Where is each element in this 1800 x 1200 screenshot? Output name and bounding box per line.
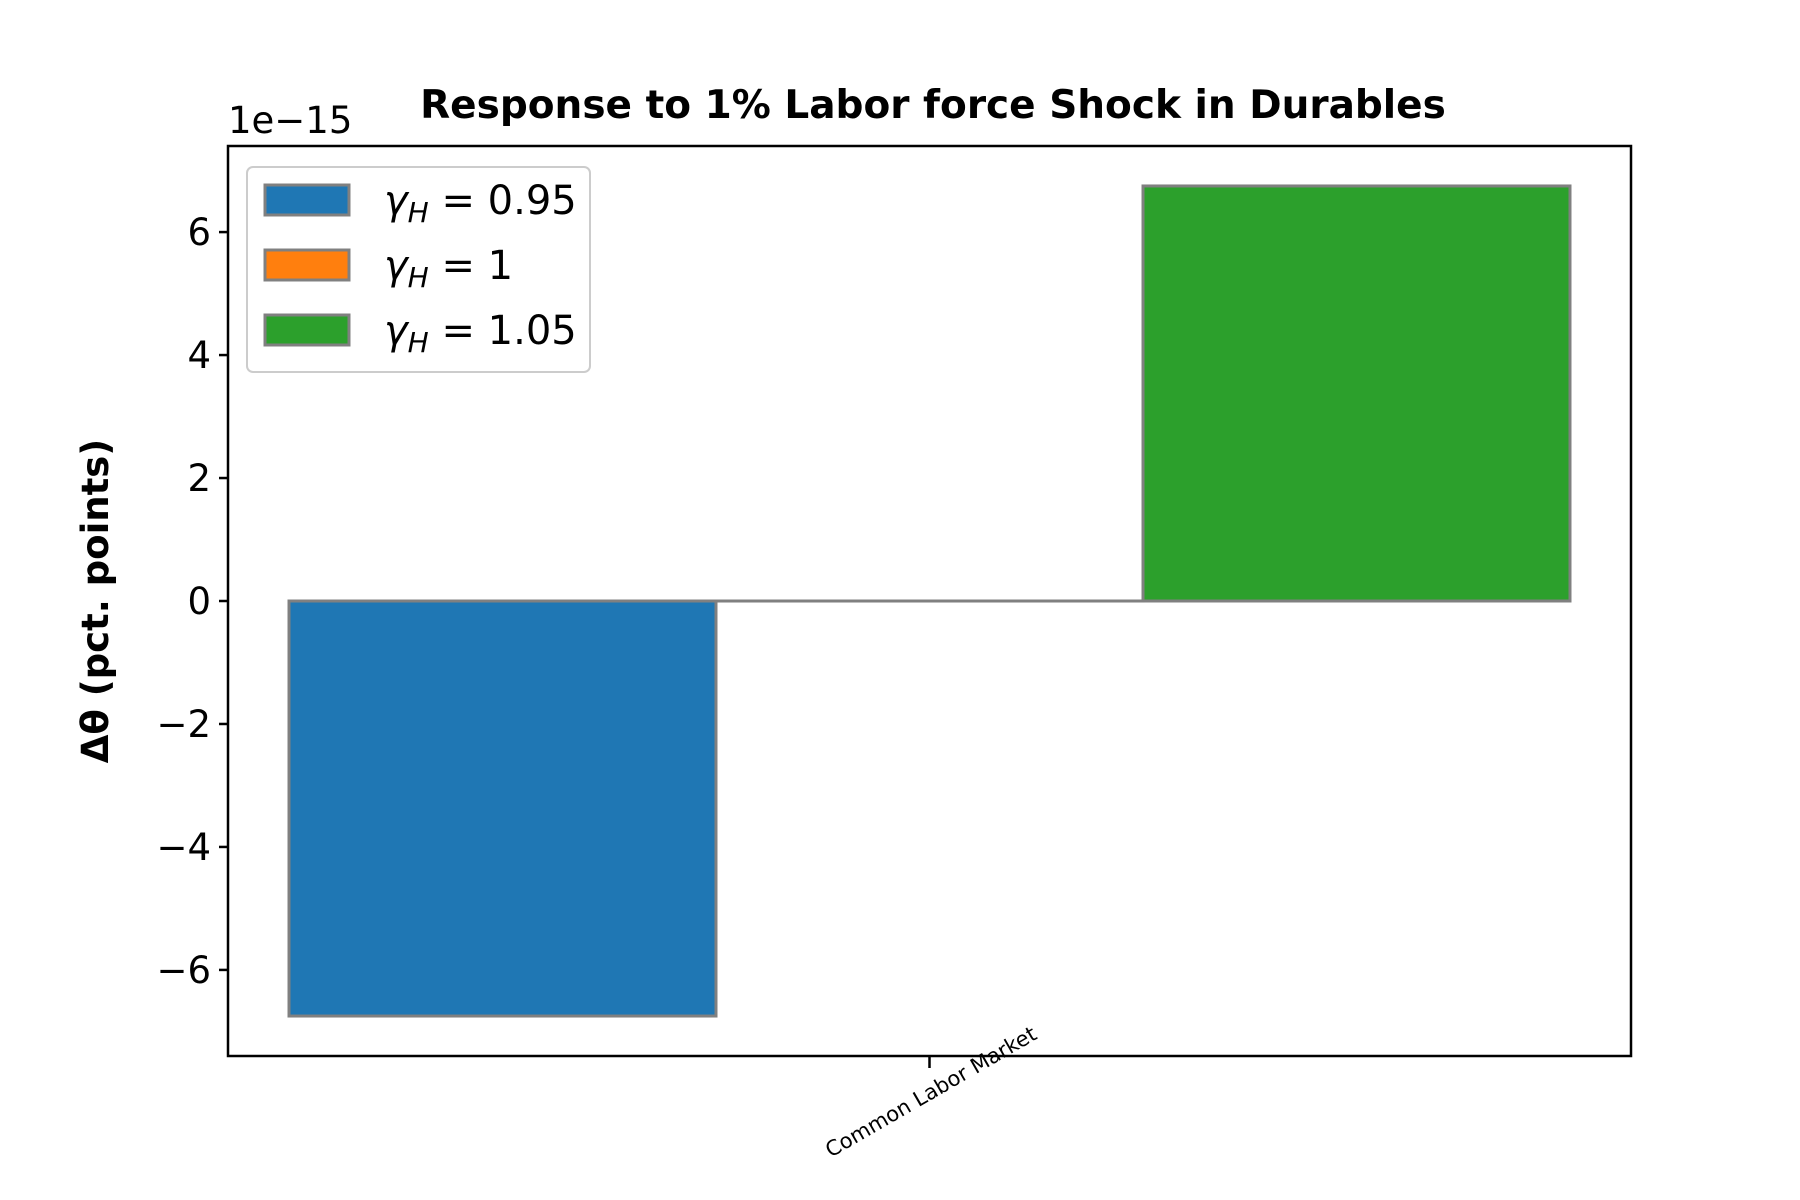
y-tick-label: −6 [156, 949, 211, 992]
legend-swatch-2 [263, 248, 351, 282]
y-tick-label: 2 [187, 457, 211, 500]
y-tick-label: 4 [187, 334, 211, 377]
chart-title: Response to 1% Labor force Shock in Dura… [420, 83, 1446, 128]
y-axis-offset-label: 1e−15 [228, 99, 352, 142]
y-tick-label: 0 [187, 580, 211, 623]
y-tick-label: −2 [156, 703, 211, 746]
legend-swatch-3 [263, 313, 351, 347]
bars-group [287, 184, 1572, 1018]
bar-3 [1141, 184, 1572, 603]
legend-label-1: γH = 0.95 [384, 178, 577, 229]
y-axis-ticks: −6 −4 −2 0 2 4 6 [156, 211, 228, 992]
legend: γH = 0.95 γH = 1 γH = 1.05 [246, 166, 591, 373]
axes-frame [226, 144, 1633, 1058]
legend-swatch-1 [263, 183, 351, 217]
legend-label-3: γH = 1.05 [384, 308, 577, 359]
y-axis-label: Δθ (pct. points) [74, 439, 117, 763]
bar-1 [287, 599, 718, 1018]
legend-label-2: γH = 1 [384, 243, 513, 294]
y-tick-label: −4 [156, 826, 211, 869]
y-tick-label: 6 [187, 211, 211, 254]
